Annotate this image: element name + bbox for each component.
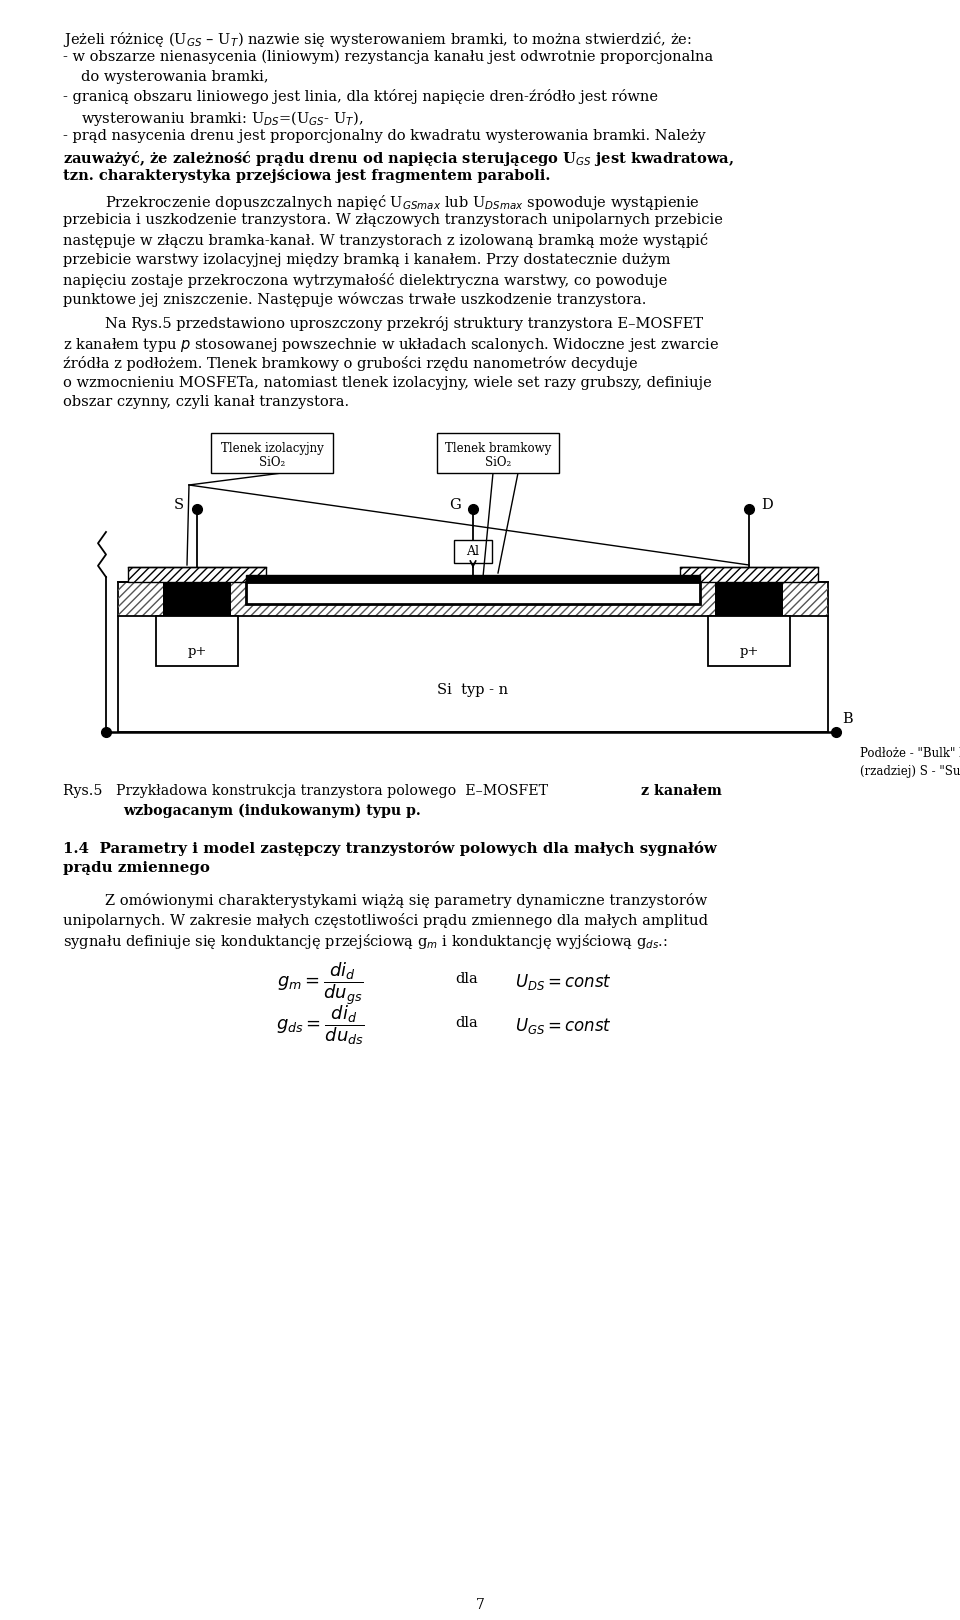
Bar	[118, 582, 828, 732]
Bar	[708, 616, 790, 666]
Text: - w obszarze nienasycenia (liniowym) rezystancja kanału jest odwrotnie proporcjo: - w obszarze nienasycenia (liniowym) rez…	[63, 50, 713, 65]
Text: $g_{ds} = \dfrac{di_d}{du_{ds}}$: $g_{ds} = \dfrac{di_d}{du_{ds}}$	[276, 1004, 364, 1048]
Text: $U_{GS} = const$: $U_{GS} = const$	[515, 1016, 612, 1035]
Text: - prąd nasycenia drenu jest proporcjonalny do kwadratu wysterowania bramki. Nale: - prąd nasycenia drenu jest proporcjonal…	[63, 130, 706, 143]
Text: zauważyć, że zależność prądu drenu od napięcia sterującego U$_{GS}$ jest kwadrat: zauważyć, że zależność prądu drenu od na…	[63, 149, 734, 168]
Text: Tlenek izolacyjny: Tlenek izolacyjny	[221, 442, 324, 455]
Text: przebicia i uszkodzenie tranzystora. W złączowych tranzystorach unipolarnych prz: przebicia i uszkodzenie tranzystora. W z…	[63, 214, 723, 227]
Bar	[680, 567, 818, 582]
Text: następuje w złączu bramka-kanał. W tranzystorach z izolowaną bramką może wystąpi: następuje w złączu bramka-kanał. W tranz…	[63, 233, 708, 248]
Text: SiO₂: SiO₂	[485, 457, 511, 470]
Text: $U_{DS} = const$: $U_{DS} = const$	[515, 972, 612, 991]
Text: Podłoże - "Bulk" lub: Podłoże - "Bulk" lub	[860, 747, 960, 760]
Bar	[163, 582, 231, 616]
Text: punktowe jej zniszczenie. Następuje wówczas trwałe uszkodzenie tranzystora.: punktowe jej zniszczenie. Następuje wówc…	[63, 292, 646, 308]
Text: napięciu zostaje przekroczona wytrzymałość dielektryczna warstwy, co powoduje: napięciu zostaje przekroczona wytrzymało…	[63, 272, 667, 288]
Text: (rzadziej) S - "Substrate": (rzadziej) S - "Substrate"	[860, 765, 960, 778]
Text: sygnału definiuje się konduktancję przejściową g$_m$ i konduktancję wyjściową g$: sygnału definiuje się konduktancję przej…	[63, 933, 667, 951]
Text: Z omówionymi charakterystykami wiążą się parametry dynamiczne tranzystorów: Z omówionymi charakterystykami wiążą się…	[105, 893, 708, 907]
Text: B: B	[842, 713, 852, 726]
Bar	[211, 433, 333, 473]
Text: z kanałem typu $p$ stosowanej powszechnie w układach scalonych. Widoczne jest zw: z kanałem typu $p$ stosowanej powszechni…	[63, 335, 719, 353]
Bar	[128, 567, 266, 582]
Text: Jeżeli różnicę (U$_{GS}$ – U$_T$) nazwie się wysterowaniem bramki, to można stwi: Jeżeli różnicę (U$_{GS}$ – U$_T$) nazwie…	[63, 31, 692, 49]
Text: do wysterowania bramki,: do wysterowania bramki,	[81, 70, 269, 84]
Text: unipolarnych. W zakresie małych częstotliwości prądu zmiennego dla małych amplit: unipolarnych. W zakresie małych częstotl…	[63, 912, 708, 928]
Bar	[118, 582, 828, 616]
Text: p+: p+	[187, 645, 206, 658]
Bar	[715, 582, 783, 616]
Text: o wzmocnieniu MOSFETa, natomiast tlenek izolacyjny, wiele set razy grubszy, defi: o wzmocnieniu MOSFETa, natomiast tlenek …	[63, 376, 711, 389]
Text: D: D	[761, 497, 773, 512]
Text: źródła z podłożem. Tlenek bramkowy o grubości rzędu nanometrów decyduje: źródła z podłożem. Tlenek bramkowy o gru…	[63, 356, 637, 371]
Text: przebicie warstwy izolacyjnej między bramką i kanałem. Przy dostatecznie dużym: przebicie warstwy izolacyjnej między bra…	[63, 253, 670, 267]
Text: Si  typ - n: Si typ - n	[438, 684, 509, 697]
Text: SiO₂: SiO₂	[259, 457, 285, 470]
Text: obszar czynny, czyli kanał tranzystora.: obszar czynny, czyli kanał tranzystora.	[63, 395, 349, 410]
Text: dla: dla	[455, 972, 478, 987]
Text: wzbogacanym (indukowanym) typu p.: wzbogacanym (indukowanym) typu p.	[123, 804, 420, 818]
Text: 7: 7	[475, 1597, 485, 1612]
Text: 1.4  Parametry i model zastępczy tranzystorów polowych dla małych sygnałów: 1.4 Parametry i model zastępczy tranzyst…	[63, 841, 717, 857]
Text: $g_m = \dfrac{di_d}{du_{gs}}$: $g_m = \dfrac{di_d}{du_{gs}}$	[276, 961, 363, 1008]
Text: Przekroczenie dopuszczalnych napięć U$_{GSmax}$ lub U$_{DSmax}$ spowoduje wystąp: Przekroczenie dopuszczalnych napięć U$_{…	[105, 193, 700, 212]
Bar	[246, 582, 700, 604]
Bar	[454, 541, 492, 564]
Text: dla: dla	[455, 1016, 478, 1030]
Bar	[246, 575, 700, 582]
Text: tzn. charakterystyka przejściowa jest fragmentem paraboli.: tzn. charakterystyka przejściowa jest fr…	[63, 168, 550, 183]
Text: Rys.5   Przykładowa konstrukcja tranzystora polowego  E–MOSFET: Rys.5 Przykładowa konstrukcja tranzystor…	[63, 784, 557, 799]
Text: prądu zmiennego: prądu zmiennego	[63, 862, 210, 875]
Text: Tlenek bramkowy: Tlenek bramkowy	[444, 442, 551, 455]
Text: z kanałem: z kanałem	[641, 784, 722, 799]
Text: S: S	[174, 497, 184, 512]
Text: wysterowaniu bramki: U$_{DS}$=(U$_{GS}$- U$_T$),: wysterowaniu bramki: U$_{DS}$=(U$_{GS}$-…	[81, 109, 364, 128]
Text: p+: p+	[739, 645, 758, 658]
Text: Al: Al	[467, 546, 479, 559]
Text: - granicą obszaru liniowego jest linia, dla której napięcie dren-źródło jest rów: - granicą obszaru liniowego jest linia, …	[63, 89, 658, 104]
Text: G: G	[449, 497, 461, 512]
Bar	[437, 433, 559, 473]
Bar	[156, 616, 238, 666]
Text: Na Rys.5 przedstawiono uproszczony przekrój struktury tranzystora E–MOSFET: Na Rys.5 przedstawiono uproszczony przek…	[105, 316, 703, 330]
